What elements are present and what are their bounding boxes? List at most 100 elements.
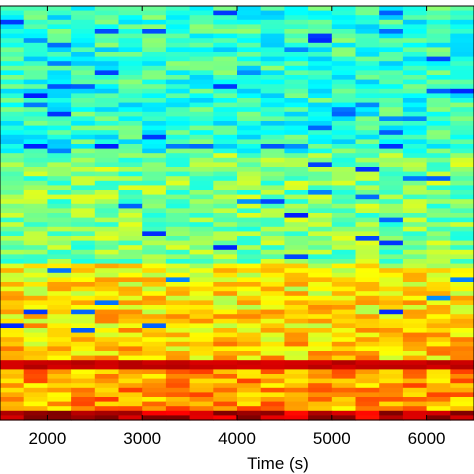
heatmap-cell — [426, 231, 451, 237]
heatmap-cell — [118, 29, 143, 35]
heatmap-cell — [213, 29, 238, 35]
heatmap-cell — [331, 213, 357, 219]
heatmap-cell — [71, 70, 96, 76]
heatmap-cell — [260, 392, 285, 398]
heatmap-cell — [260, 6, 285, 12]
heatmap-cell — [23, 337, 48, 343]
heatmap-cell — [331, 171, 357, 177]
heatmap-cell — [355, 10, 380, 16]
heatmap-cell — [331, 236, 357, 242]
heatmap-cell — [47, 61, 72, 67]
heatmap-cell — [118, 295, 143, 301]
heatmap-cell — [379, 6, 404, 12]
heatmap-cell — [0, 125, 25, 131]
heatmap-cell — [450, 65, 474, 71]
heatmap-cell — [165, 56, 191, 62]
heatmap-cell — [331, 38, 357, 44]
heatmap-cell — [308, 42, 333, 48]
heatmap-cell — [426, 332, 451, 338]
heatmap-cell — [426, 249, 451, 255]
heatmap-cell — [47, 130, 72, 136]
heatmap-cell — [402, 102, 428, 108]
heatmap-cell — [402, 332, 428, 338]
heatmap-cell — [0, 52, 25, 58]
heatmap-cell — [308, 328, 333, 334]
heatmap-cell — [71, 300, 96, 306]
heatmap-cell — [118, 397, 143, 403]
heatmap-cell — [308, 387, 333, 393]
heatmap-cell — [189, 406, 214, 412]
heatmap-cell — [308, 323, 333, 329]
heatmap-cell — [23, 222, 48, 228]
heatmap-cell — [284, 148, 309, 154]
heatmap-cell — [142, 249, 167, 255]
heatmap-cell — [23, 226, 48, 232]
heatmap-cell — [71, 291, 96, 297]
heatmap-cell — [284, 52, 309, 58]
heatmap-cell — [308, 259, 333, 265]
heatmap-cell — [355, 387, 380, 393]
heatmap-cell — [47, 346, 72, 352]
heatmap-cell — [213, 180, 238, 186]
heatmap-cell — [23, 259, 48, 265]
heatmap-cell — [284, 19, 309, 25]
heatmap-cell — [284, 305, 309, 311]
heatmap-cell — [450, 79, 474, 85]
heatmap-cell — [237, 130, 262, 136]
heatmap-cell — [23, 185, 48, 191]
heatmap-cell — [0, 185, 25, 191]
heatmap-cell — [189, 144, 214, 150]
heatmap-cell — [213, 162, 238, 168]
heatmap-cell — [94, 194, 120, 200]
heatmap-cell — [142, 360, 167, 366]
heatmap-cell — [284, 378, 309, 384]
heatmap-cell — [379, 84, 404, 90]
heatmap-cell — [213, 291, 238, 297]
heatmap-cell — [189, 199, 214, 205]
heatmap-cell — [237, 153, 262, 159]
heatmap-cell — [213, 245, 238, 251]
heatmap-cell — [379, 116, 404, 122]
heatmap-cell — [47, 222, 72, 228]
heatmap-cell — [47, 65, 72, 71]
heatmap-cell — [379, 121, 404, 127]
heatmap-cell — [118, 88, 143, 94]
heatmap-cell — [0, 259, 25, 265]
heatmap-cell — [142, 107, 167, 113]
heatmap-cell — [237, 236, 262, 242]
heatmap-cell — [308, 291, 333, 297]
heatmap-cell — [118, 19, 143, 25]
heatmap-cell — [0, 24, 25, 30]
heatmap-cell — [355, 176, 380, 182]
heatmap-cell — [189, 107, 214, 113]
heatmap-cell — [450, 392, 474, 398]
heatmap-cell — [165, 29, 191, 35]
heatmap-cell — [142, 148, 167, 154]
heatmap-cell — [237, 75, 262, 81]
heatmap-cell — [260, 355, 285, 361]
heatmap-cell — [379, 249, 404, 255]
heatmap-cell — [426, 369, 451, 375]
heatmap-cell — [379, 282, 404, 288]
heatmap-cell — [142, 346, 167, 352]
heatmap-cell — [0, 240, 25, 246]
heatmap-cell — [402, 84, 428, 90]
heatmap-cell — [237, 397, 262, 403]
heatmap-cell — [213, 383, 238, 389]
heatmap-cell — [23, 125, 48, 131]
heatmap-cell — [0, 10, 25, 16]
heatmap-cell — [355, 75, 380, 81]
heatmap-cell — [165, 19, 191, 25]
heatmap-cell — [213, 249, 238, 255]
heatmap-cell — [142, 75, 167, 81]
heatmap-cell — [308, 84, 333, 90]
heatmap-cell — [189, 162, 214, 168]
heatmap-cell — [118, 208, 143, 214]
heatmap-cell — [189, 309, 214, 315]
heatmap-cells — [0, 6, 474, 421]
heatmap-cell — [402, 167, 428, 173]
heatmap-cell — [426, 176, 451, 182]
heatmap-cell — [426, 88, 451, 94]
heatmap-cell — [450, 38, 474, 44]
heatmap-cell — [47, 387, 72, 393]
